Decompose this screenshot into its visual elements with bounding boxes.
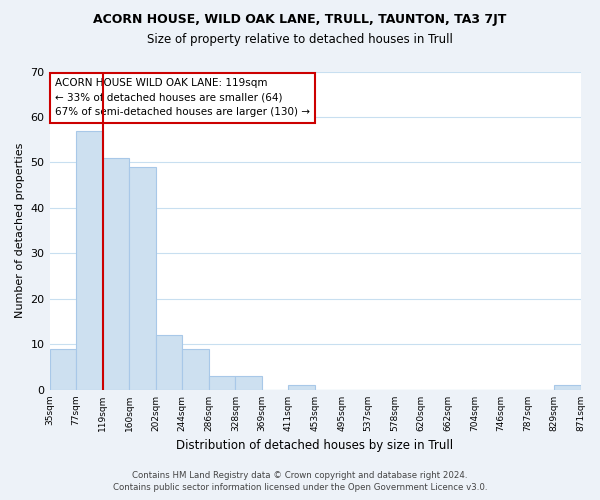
Text: ACORN HOUSE WILD OAK LANE: 119sqm
← 33% of detached houses are smaller (64)
67% : ACORN HOUSE WILD OAK LANE: 119sqm ← 33% … (55, 78, 310, 118)
Bar (554, 386, 581, 390)
Bar (156, 336, 182, 390)
Bar (129, 167, 156, 390)
Bar (235, 376, 262, 390)
Y-axis label: Number of detached properties: Number of detached properties (15, 143, 25, 318)
Text: Contains HM Land Registry data © Crown copyright and database right 2024.
Contai: Contains HM Land Registry data © Crown c… (113, 471, 487, 492)
Bar (289, 386, 315, 390)
Bar (209, 376, 235, 390)
Bar (103, 158, 129, 390)
X-axis label: Distribution of detached houses by size in Trull: Distribution of detached houses by size … (176, 440, 454, 452)
Bar (76, 130, 103, 390)
Text: Size of property relative to detached houses in Trull: Size of property relative to detached ho… (147, 32, 453, 46)
Bar (50, 349, 76, 390)
Bar (182, 349, 209, 390)
Text: ACORN HOUSE, WILD OAK LANE, TRULL, TAUNTON, TA3 7JT: ACORN HOUSE, WILD OAK LANE, TRULL, TAUNT… (94, 12, 506, 26)
